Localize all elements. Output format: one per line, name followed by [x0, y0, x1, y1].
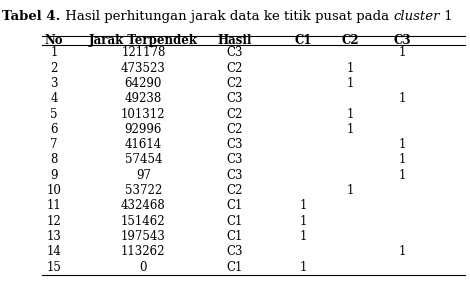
Text: 1: 1	[346, 62, 354, 75]
Text: C3: C3	[227, 46, 243, 59]
Text: 1: 1	[398, 154, 406, 166]
Text: 1: 1	[346, 184, 354, 197]
Text: 1: 1	[398, 46, 406, 59]
Text: 57454: 57454	[125, 154, 162, 166]
Text: 9: 9	[50, 169, 58, 182]
Text: 1: 1	[50, 46, 58, 59]
Text: C1: C1	[227, 230, 243, 243]
Text: 1: 1	[398, 169, 406, 182]
Text: C3: C3	[227, 138, 243, 151]
Text: C2: C2	[227, 108, 243, 120]
Text: 7: 7	[50, 138, 58, 151]
Text: 113262: 113262	[121, 245, 165, 258]
Text: 10: 10	[47, 184, 62, 197]
Text: C2: C2	[341, 34, 359, 47]
Text: 1: 1	[299, 199, 307, 212]
Text: 101312: 101312	[121, 108, 165, 120]
Text: 151462: 151462	[121, 215, 165, 228]
Text: 53722: 53722	[125, 184, 162, 197]
Text: 1: 1	[398, 92, 406, 105]
Text: C2: C2	[227, 184, 243, 197]
Text: 6: 6	[50, 123, 58, 136]
Text: cluster: cluster	[393, 10, 439, 23]
Text: 197543: 197543	[121, 230, 166, 243]
Text: 1: 1	[346, 108, 354, 120]
Text: C3: C3	[227, 245, 243, 258]
Text: 5: 5	[50, 108, 58, 120]
Text: Jarak Terpendek: Jarak Terpendek	[89, 34, 198, 47]
Text: C1: C1	[227, 261, 243, 273]
Text: 3: 3	[50, 77, 58, 90]
Text: 1: 1	[299, 215, 307, 228]
Text: 8: 8	[50, 154, 58, 166]
Text: 1: 1	[398, 138, 406, 151]
Text: C3: C3	[227, 169, 243, 182]
Text: C3: C3	[227, 154, 243, 166]
Text: 121178: 121178	[121, 46, 165, 59]
Text: 12: 12	[47, 215, 62, 228]
Text: C2: C2	[227, 77, 243, 90]
Text: 14: 14	[47, 245, 62, 258]
Text: 11: 11	[47, 199, 62, 212]
Text: C3: C3	[393, 34, 411, 47]
Text: 1: 1	[299, 261, 307, 273]
Text: 0: 0	[140, 261, 147, 273]
Text: C1: C1	[294, 34, 312, 47]
Text: Tabel 4.: Tabel 4.	[2, 10, 61, 23]
Text: 92996: 92996	[125, 123, 162, 136]
Text: 4: 4	[50, 92, 58, 105]
Text: 97: 97	[136, 169, 151, 182]
Text: C1: C1	[227, 199, 243, 212]
Text: C2: C2	[227, 62, 243, 75]
Text: C1: C1	[227, 215, 243, 228]
Text: Hasil: Hasil	[218, 34, 252, 47]
Text: Hasil perhitungan jarak data ke titik pusat pada: Hasil perhitungan jarak data ke titik pu…	[61, 10, 393, 23]
Text: No: No	[45, 34, 63, 47]
Text: 41614: 41614	[125, 138, 162, 151]
Text: 13: 13	[47, 230, 62, 243]
Text: 15: 15	[47, 261, 62, 273]
Text: 1: 1	[299, 230, 307, 243]
Text: 1: 1	[346, 77, 354, 90]
Text: C2: C2	[227, 123, 243, 136]
Text: 1: 1	[346, 123, 354, 136]
Text: 2: 2	[50, 62, 58, 75]
Text: 1: 1	[439, 10, 452, 23]
Text: 473523: 473523	[121, 62, 166, 75]
Text: 49238: 49238	[125, 92, 162, 105]
Text: 64290: 64290	[125, 77, 162, 90]
Text: C3: C3	[227, 92, 243, 105]
Text: 1: 1	[398, 245, 406, 258]
Text: 432468: 432468	[121, 199, 166, 212]
